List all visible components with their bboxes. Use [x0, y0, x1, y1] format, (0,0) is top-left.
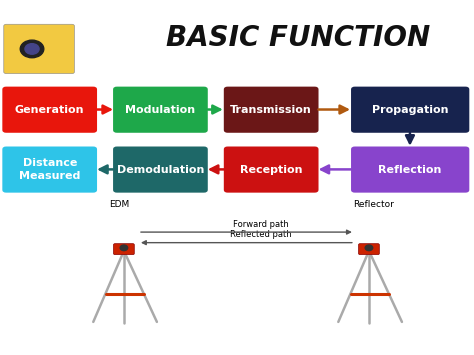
Text: Reflection: Reflection [378, 165, 442, 175]
Text: Transmission: Transmission [230, 105, 312, 115]
Text: Reflected path: Reflected path [230, 230, 292, 239]
FancyBboxPatch shape [114, 244, 134, 255]
Circle shape [120, 245, 128, 251]
Circle shape [20, 40, 44, 58]
Text: Forward path: Forward path [233, 220, 289, 229]
Text: EDM: EDM [109, 200, 129, 209]
FancyBboxPatch shape [4, 24, 74, 73]
Text: Propagation: Propagation [372, 105, 448, 115]
Text: Demodulation: Demodulation [117, 165, 204, 175]
Text: Reception: Reception [240, 165, 302, 175]
FancyBboxPatch shape [224, 87, 319, 133]
Text: Distance
Measured: Distance Measured [19, 158, 81, 181]
Text: Generation: Generation [15, 105, 84, 115]
Text: BASIC FUNCTION: BASIC FUNCTION [166, 24, 430, 53]
FancyBboxPatch shape [113, 147, 208, 193]
Circle shape [25, 44, 39, 54]
FancyBboxPatch shape [358, 244, 379, 255]
Circle shape [365, 245, 373, 251]
FancyBboxPatch shape [224, 147, 319, 193]
Text: Reflector: Reflector [353, 200, 394, 209]
Text: Modulation: Modulation [125, 105, 195, 115]
FancyBboxPatch shape [2, 147, 97, 193]
FancyBboxPatch shape [2, 87, 97, 133]
FancyBboxPatch shape [113, 87, 208, 133]
FancyBboxPatch shape [351, 147, 469, 193]
FancyBboxPatch shape [351, 87, 469, 133]
